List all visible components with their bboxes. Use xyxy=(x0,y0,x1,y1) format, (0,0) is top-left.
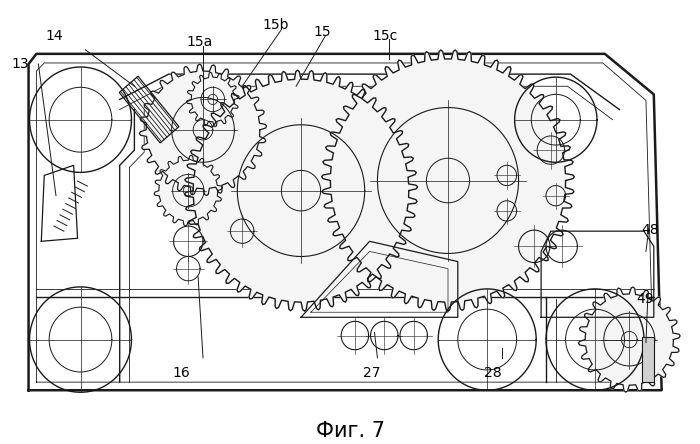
Text: 28: 28 xyxy=(484,366,502,380)
Text: 15: 15 xyxy=(314,24,331,39)
Text: 48: 48 xyxy=(641,223,659,237)
Text: 14: 14 xyxy=(46,28,63,43)
Text: Фиг. 7: Фиг. 7 xyxy=(316,421,384,441)
Text: 15b: 15b xyxy=(262,19,289,32)
Polygon shape xyxy=(154,155,223,226)
Polygon shape xyxy=(186,72,239,127)
Polygon shape xyxy=(139,64,267,196)
Polygon shape xyxy=(578,287,680,392)
Text: 49: 49 xyxy=(636,292,654,306)
Text: 15c: 15c xyxy=(372,28,398,43)
Polygon shape xyxy=(321,50,575,311)
Text: 13: 13 xyxy=(12,57,29,71)
Text: 27: 27 xyxy=(363,366,380,380)
Bar xyxy=(642,337,654,382)
Polygon shape xyxy=(184,70,418,311)
Text: 16: 16 xyxy=(173,366,190,380)
Text: 15a: 15a xyxy=(186,35,212,49)
